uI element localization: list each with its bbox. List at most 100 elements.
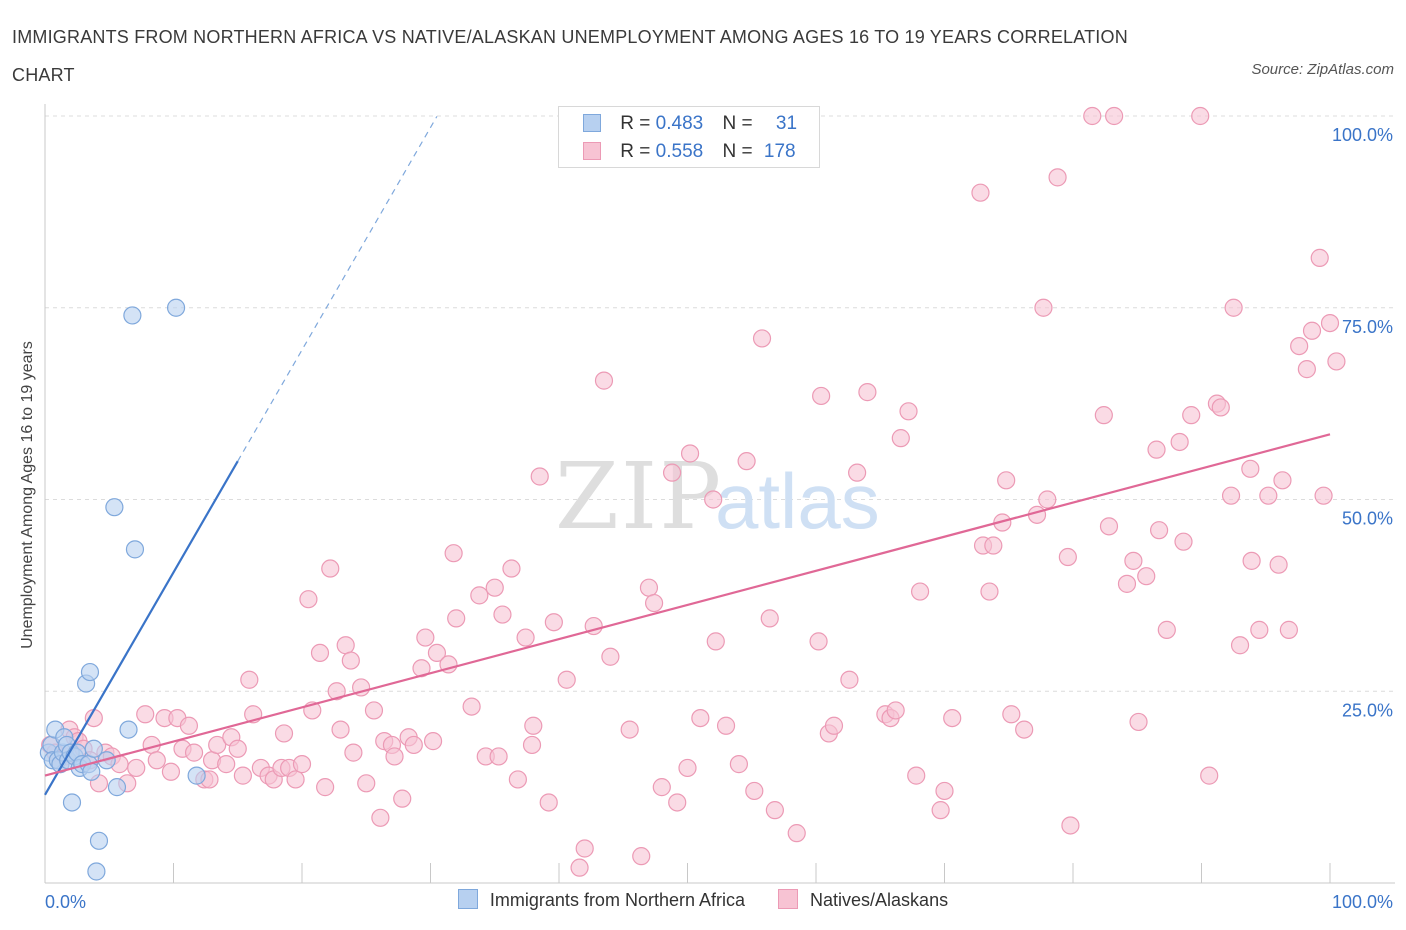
native-point: [1182, 406, 1201, 425]
native-point: [1269, 555, 1288, 574]
native-point: [385, 747, 404, 766]
trendlines: [44, 116, 1331, 796]
native-point: [1094, 406, 1113, 425]
native-point: [1224, 298, 1243, 317]
native-point: [1273, 471, 1292, 490]
native-point: [737, 452, 756, 471]
native-point: [1200, 766, 1219, 785]
native-point: [427, 643, 447, 663]
tick-labels: 25.0% 50.0% 75.0% 100.0% 0.0% 100.0%: [45, 125, 1393, 912]
native-point: [544, 613, 563, 632]
native-point: [184, 743, 204, 762]
native-point: [341, 651, 360, 670]
native-point: [691, 708, 710, 728]
n-label: N =: [722, 113, 753, 134]
native-point: [1241, 459, 1260, 478]
native-point: [891, 429, 910, 448]
native-point: [1099, 517, 1119, 536]
native-point: [1221, 486, 1241, 505]
native-point: [678, 758, 697, 778]
native-point: [809, 632, 828, 651]
native-point: [1058, 547, 1077, 567]
legend-item-immigrants: Immigrants from Northern Africa: [457, 889, 745, 911]
immigrant-point: [89, 831, 109, 850]
native-point: [1170, 432, 1189, 452]
native-point: [632, 847, 651, 866]
native-point: [371, 808, 390, 827]
native-point: [729, 755, 749, 774]
native-point: [840, 670, 859, 689]
native-point: [943, 708, 962, 728]
native-point: [1250, 620, 1269, 639]
native-point: [971, 183, 990, 202]
immigrant-trendline: [44, 460, 239, 796]
native-point: [321, 559, 340, 578]
native-point: [1259, 486, 1278, 505]
native-point: [286, 770, 305, 789]
native-point: [997, 471, 1016, 490]
immigrant-point: [84, 739, 103, 758]
native-point: [1137, 567, 1156, 586]
native-point: [522, 735, 542, 755]
blue-swatch: [457, 889, 478, 909]
stats-row-natives: R = 0.558 N = 178: [583, 138, 796, 166]
native-point: [557, 670, 576, 689]
native-point: [760, 609, 779, 628]
native-point: [208, 735, 227, 755]
native-point: [1211, 398, 1230, 417]
legend-label: Immigrants from Northern Africa: [489, 890, 745, 910]
immigrant-point: [166, 298, 186, 317]
native-point: [485, 578, 504, 597]
native-point: [765, 801, 784, 820]
native-point: [327, 682, 346, 701]
native-point: [1242, 551, 1261, 570]
native-point: [316, 778, 335, 797]
r-label: R =: [620, 141, 651, 162]
native-point: [639, 578, 659, 597]
native-point: [644, 593, 664, 613]
native-point: [575, 839, 594, 858]
n-label: N =: [722, 141, 753, 162]
y-tick-label: 25.0%: [1342, 700, 1393, 720]
native-point: [716, 716, 736, 735]
native-point: [858, 383, 877, 402]
r-value: 0.558: [655, 141, 704, 162]
native-point: [1117, 574, 1137, 593]
immigrant-trendline-extension: [237, 116, 438, 462]
blue-swatch: [583, 114, 601, 132]
legend-label: Natives/Alaskans: [810, 890, 949, 910]
native-point: [502, 559, 521, 578]
native-point: [404, 735, 423, 755]
y-tick-label: 50.0%: [1342, 509, 1393, 529]
native-point: [812, 386, 831, 406]
native-point: [984, 536, 1003, 555]
native-point: [423, 732, 443, 751]
native-point: [336, 636, 355, 655]
native-point: [217, 755, 236, 774]
native-point: [447, 609, 466, 628]
x-tick-label: 100.0%: [1332, 892, 1393, 912]
native-point: [1314, 486, 1333, 505]
native-point: [1038, 490, 1057, 509]
native-point: [1124, 551, 1143, 570]
gridlines: [45, 115, 1395, 692]
native-point: [752, 329, 772, 348]
native-point: [1290, 337, 1309, 356]
native-point: [706, 632, 725, 651]
immigrant-point: [187, 766, 206, 785]
native-point: [444, 544, 463, 563]
native-point: [1302, 321, 1322, 340]
native-point: [662, 463, 682, 482]
native-point: [1061, 816, 1080, 835]
native-point: [179, 716, 199, 735]
native-point: [1105, 106, 1124, 126]
native-point: [127, 758, 146, 778]
native-point: [907, 766, 926, 785]
native-point: [539, 793, 558, 812]
n-value: 178: [763, 141, 796, 162]
native-point: [524, 716, 543, 735]
source-label: Source: ZipAtlas.com: [1251, 61, 1394, 78]
native-point: [680, 444, 700, 463]
native-point: [489, 747, 508, 766]
